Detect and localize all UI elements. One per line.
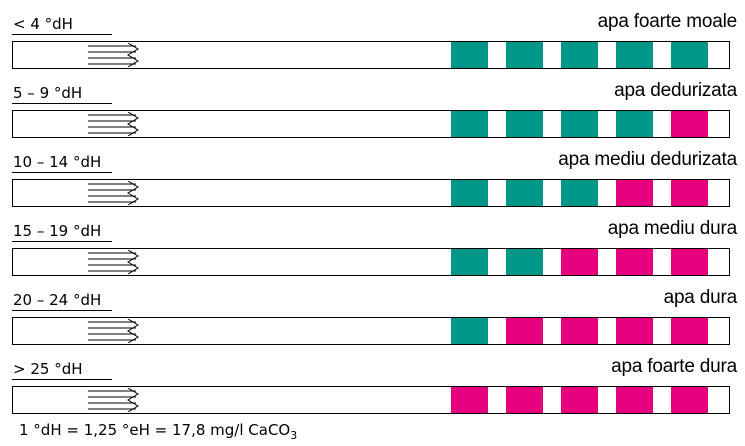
dip-direction-arrows-icon xyxy=(88,250,139,274)
water-type-label: apa dura xyxy=(663,287,738,308)
range-underline xyxy=(12,103,112,104)
reagent-pad-magenta xyxy=(616,387,653,413)
dip-direction-arrows-icon xyxy=(88,388,139,412)
hardness-range-label: 20 – 24 °dH xyxy=(13,291,102,309)
reagent-pad-magenta xyxy=(561,249,598,275)
reagent-pad-teal xyxy=(451,249,488,275)
dip-direction-arrows-icon xyxy=(88,43,139,67)
water-type-label: apa foarte moale xyxy=(597,11,738,32)
conversion-text: 1 °dH = 1,25 °eH = 17,8 mg/l CaCO xyxy=(19,421,291,439)
reagent-pad-magenta xyxy=(616,249,653,275)
reagent-pad-magenta xyxy=(561,387,598,413)
reagent-pad-teal xyxy=(451,111,488,137)
reagent-pad-magenta xyxy=(671,249,708,275)
reagent-pad-teal xyxy=(506,180,543,206)
reagent-pad-magenta xyxy=(671,318,708,344)
reagent-pad-teal xyxy=(506,42,543,68)
hardness-row: > 25 °dH apa foarte dura xyxy=(0,356,745,427)
reagent-pad-magenta xyxy=(616,318,653,344)
hardness-row: 10 – 14 °dH apa mediu dedurizata xyxy=(0,149,745,220)
reagent-pad-magenta xyxy=(671,387,708,413)
hardness-range-label: 5 – 9 °dH xyxy=(13,84,83,102)
reagent-pad-magenta xyxy=(561,318,598,344)
test-strip xyxy=(12,386,730,414)
dip-direction-arrows-icon xyxy=(88,112,139,136)
reagent-pad-teal xyxy=(451,318,488,344)
test-strip xyxy=(12,317,730,345)
range-underline xyxy=(12,379,112,380)
reagent-pad-teal xyxy=(506,249,543,275)
reagent-pad-magenta xyxy=(506,318,543,344)
conversion-subscript: 3 xyxy=(290,429,298,442)
hardness-row: 15 – 19 °dH apa mediu dura xyxy=(0,218,745,289)
reagent-pad-magenta xyxy=(671,111,708,137)
reagent-pad-teal xyxy=(671,42,708,68)
dip-direction-arrows-icon xyxy=(88,181,139,205)
water-type-label: apa foarte dura xyxy=(611,356,737,377)
water-type-label: apa mediu dedurizata xyxy=(558,149,737,170)
test-strip xyxy=(12,179,730,207)
reagent-pad-teal xyxy=(561,180,598,206)
reagent-pad-teal xyxy=(506,111,543,137)
test-strip xyxy=(12,248,730,276)
water-type-label: apa mediu dura xyxy=(607,218,737,239)
reagent-pad-teal xyxy=(616,42,653,68)
hardness-row: < 4 °dH apa foarte moale xyxy=(0,11,745,82)
hardness-range-label: 10 – 14 °dH xyxy=(13,153,102,171)
reagent-pad-teal xyxy=(561,42,598,68)
reagent-pad-magenta xyxy=(671,180,708,206)
reagent-pad-magenta xyxy=(616,180,653,206)
reagent-pad-teal xyxy=(451,42,488,68)
reagent-pad-teal xyxy=(561,111,598,137)
dip-direction-arrows-icon xyxy=(88,319,139,343)
water-type-label: apa dedurizata xyxy=(614,80,737,101)
range-underline xyxy=(12,172,112,173)
reagent-pad-magenta xyxy=(451,387,488,413)
hardness-row: 5 – 9 °dH apa dedurizata xyxy=(0,80,745,151)
hardness-range-label: 15 – 19 °dH xyxy=(13,222,102,240)
hardness-range-label: < 4 °dH xyxy=(13,15,73,33)
range-underline xyxy=(12,34,112,35)
test-strip xyxy=(12,110,730,138)
reagent-pad-magenta xyxy=(506,387,543,413)
range-underline xyxy=(12,310,112,311)
reagent-pad-teal xyxy=(616,111,653,137)
test-strip xyxy=(12,41,730,69)
reagent-pad-teal xyxy=(451,180,488,206)
range-underline xyxy=(12,241,112,242)
conversion-note: 1 °dH = 1,25 °eH = 17,8 mg/l CaCO3 xyxy=(19,420,297,446)
hardness-range-label: > 25 °dH xyxy=(13,360,83,378)
hardness-row: 20 – 24 °dH apa dura xyxy=(0,287,745,358)
